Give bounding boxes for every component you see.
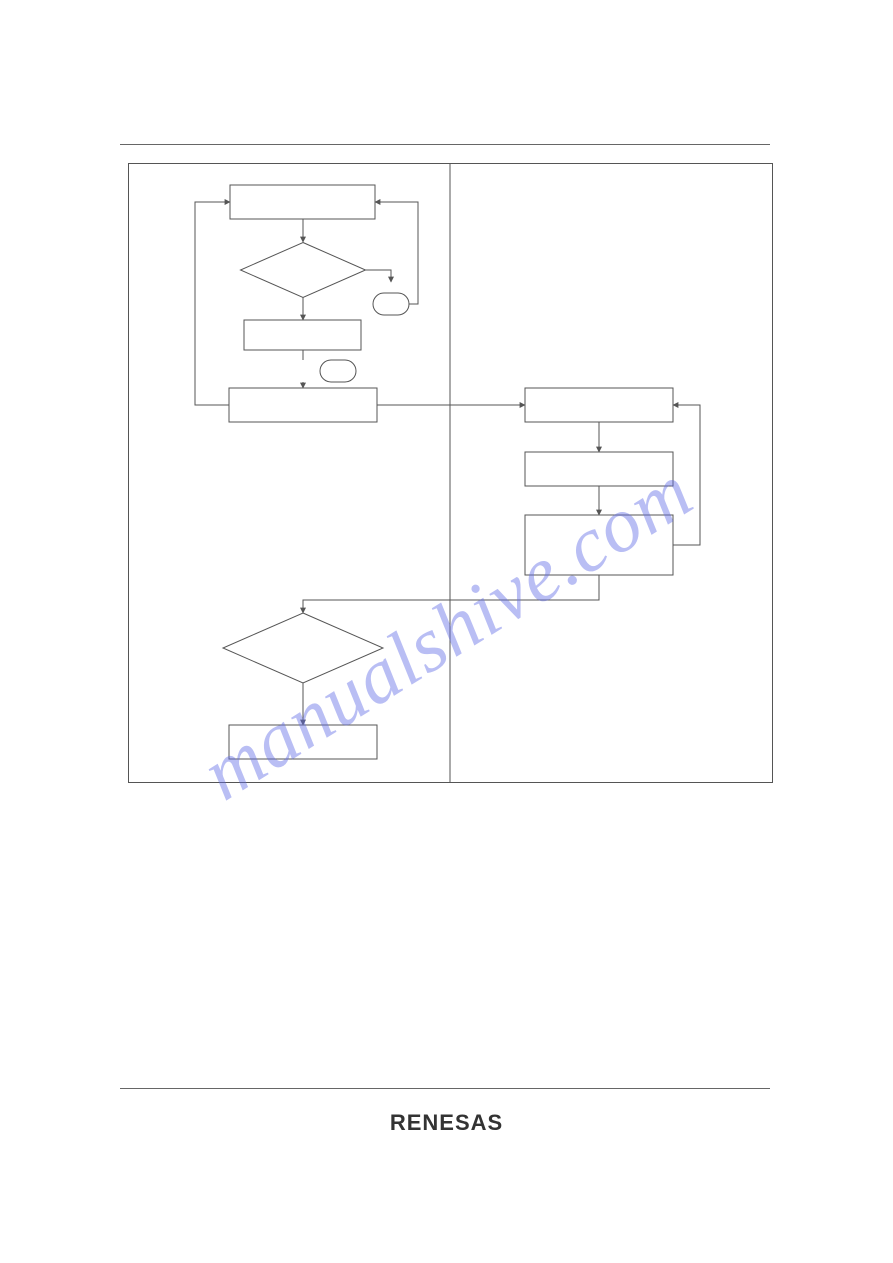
brand-logo: RENESAS — [390, 1110, 503, 1136]
page-root: manualshive.com RENESAS — [0, 0, 893, 1263]
bottom-rule — [120, 1088, 770, 1089]
flowchart-svg — [0, 0, 893, 1263]
